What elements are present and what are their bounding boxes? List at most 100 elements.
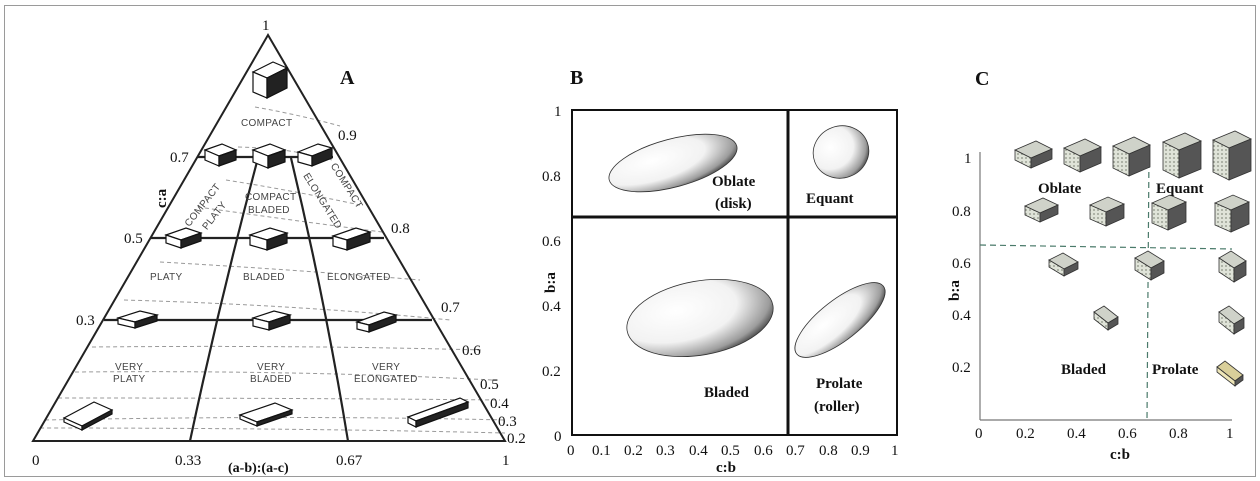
x-tick-1: 1 [502, 453, 510, 469]
b-xtick-0.4: 0.4 [689, 443, 708, 459]
c-ytick-0.4: 0.4 [952, 308, 971, 324]
region-label-very-elongated-2: ELONGATED [354, 374, 418, 385]
bottom-axis-label: (a-b):(a-c) [228, 461, 289, 476]
block-icon-elongated [331, 227, 372, 251]
left-axis-label: c:a [154, 188, 170, 208]
region-label-elongated: ELONGATED [327, 272, 391, 283]
label-oblate-disk: (disk) [715, 196, 752, 212]
right-tick-0.7: 0.7 [441, 300, 460, 316]
b-ylabel: b:a [543, 272, 559, 293]
block-icon-bladed [248, 227, 289, 251]
x-tick-0.33: 0.33 [175, 453, 201, 469]
b-xtick-0.3: 0.3 [656, 443, 675, 459]
block-icon-platy-low [115, 310, 160, 329]
equant-ellipsoid [812, 125, 870, 179]
c-xtick-0: 0 [975, 426, 983, 442]
c-block-bladed-1 [1048, 252, 1079, 277]
panel-c-letter: C [975, 68, 989, 90]
left-tick-0.3: 0.3 [76, 313, 95, 329]
region-label-bladed: BLADED [243, 272, 285, 283]
b-xtick-0.1: 0.1 [592, 443, 611, 459]
region-label-very-bladed-1: VERY [257, 362, 285, 373]
c-xtick-0.8: 0.8 [1169, 426, 1188, 442]
c-ytick-0.2: 0.2 [952, 360, 971, 376]
divider-curves [188, 157, 350, 442]
label-prolate: Prolate [816, 376, 863, 392]
block-icon-compact [251, 61, 289, 99]
panel-c-blocks: C Oblate Equant Bladed Prolate 1 0.8 0.6… [947, 68, 1252, 463]
right-tick-0.2: 0.2 [507, 431, 526, 447]
c-block-prolate-4 [1216, 360, 1244, 387]
c-xtick-1: 1 [1226, 426, 1234, 442]
label-oblate: Oblate [712, 174, 756, 190]
b-xtick-0.6: 0.6 [754, 443, 773, 459]
bladed-ellipsoid [626, 278, 774, 358]
panel-b-shapes [608, 125, 886, 358]
region-label-very-elongated-1: VERY [372, 362, 400, 373]
block-icon-very-elongated [406, 397, 470, 428]
right-tick-0.6: 0.6 [462, 343, 481, 359]
block-icon-compact-bladed [251, 143, 287, 169]
right-tick-0.5: 0.5 [480, 377, 499, 393]
c-label-prolate: Prolate [1152, 362, 1199, 378]
panel-a-ternary: COMPACT COMPACT PLATY COMPACT BLADED COM… [31, 18, 526, 476]
right-tick-0.9: 0.9 [338, 128, 357, 144]
panel-b-plot-area [571, 109, 898, 436]
c-block-oblate-3 [1024, 197, 1059, 223]
b-ytick-0.4: 0.4 [542, 299, 561, 315]
block-glyphs [62, 61, 470, 431]
c-label-oblate: Oblate [1038, 181, 1082, 197]
x-tick-0: 0 [32, 453, 40, 469]
c-ytick-0.8: 0.8 [952, 204, 971, 220]
b-xtick-0: 0 [567, 443, 575, 459]
c-ytick-1: 1 [964, 151, 972, 167]
block-icon-compact-elongated [296, 143, 334, 167]
c-block-oblate-2 [1063, 138, 1102, 173]
c-ylabel: b:a [947, 280, 963, 301]
c-xtick-0.6: 0.6 [1118, 426, 1137, 442]
b-ytick-1: 1 [554, 104, 562, 120]
b-xlabel: c:b [716, 460, 736, 476]
region-label-compact-bladed-2: BLADED [248, 205, 290, 216]
region-label-very-platy-2: PLATY [113, 374, 145, 385]
c-xlabel: c:b [1110, 447, 1130, 463]
c-block-oblate-4 [1089, 196, 1125, 227]
dashed-ratio-curves [39, 106, 506, 434]
b-xtick-1: 1 [891, 443, 899, 459]
c-label-bladed: Bladed [1061, 362, 1107, 378]
left-tick-0.7: 0.7 [170, 150, 189, 166]
label-prolate-roller: (roller) [814, 399, 860, 415]
label-bladed: Bladed [704, 385, 750, 401]
right-tick-0.8: 0.8 [391, 221, 410, 237]
c-xtick-0.4: 0.4 [1067, 426, 1086, 442]
b-ytick-0: 0 [554, 429, 562, 445]
b-xtick-0.7: 0.7 [786, 443, 805, 459]
c-block-equant-2 [1162, 132, 1202, 179]
b-xtick-0.5: 0.5 [721, 443, 740, 459]
left-tick-0.5: 0.5 [124, 231, 143, 247]
prolate-ellipsoid [794, 282, 886, 358]
b-ytick-0.2: 0.2 [542, 364, 561, 380]
b-xtick-0.8: 0.8 [819, 443, 838, 459]
c-label-equant: Equant [1156, 181, 1204, 197]
block-icon-bladed-low [250, 310, 293, 331]
region-label-compact: COMPACT [241, 118, 292, 129]
c-block-prolate-3 [1218, 305, 1245, 335]
block-icon-platy [164, 227, 203, 249]
b-ytick-0.8: 0.8 [542, 169, 561, 185]
c-block-oblate-1 [1014, 140, 1053, 169]
panel-b-zingg: B Oblate (disk) Equant Bladed Prolate (r… [542, 67, 899, 476]
c-block-equant-5 [1214, 194, 1250, 233]
c-block-equant-4 [1151, 194, 1187, 231]
c-xtick-0.2: 0.2 [1016, 426, 1035, 442]
block-icon-very-bladed [238, 402, 294, 427]
c-block-bladed-2 [1093, 305, 1119, 331]
region-label-very-platy-1: VERY [115, 362, 143, 373]
oblate-ellipsoid [608, 133, 738, 193]
b-xtick-0.2: 0.2 [624, 443, 643, 459]
right-tick-0.4: 0.4 [490, 396, 509, 412]
c-divider-vertical [1146, 151, 1150, 421]
apex-label: 1 [262, 18, 270, 34]
c-block-equant-1 [1112, 136, 1151, 177]
